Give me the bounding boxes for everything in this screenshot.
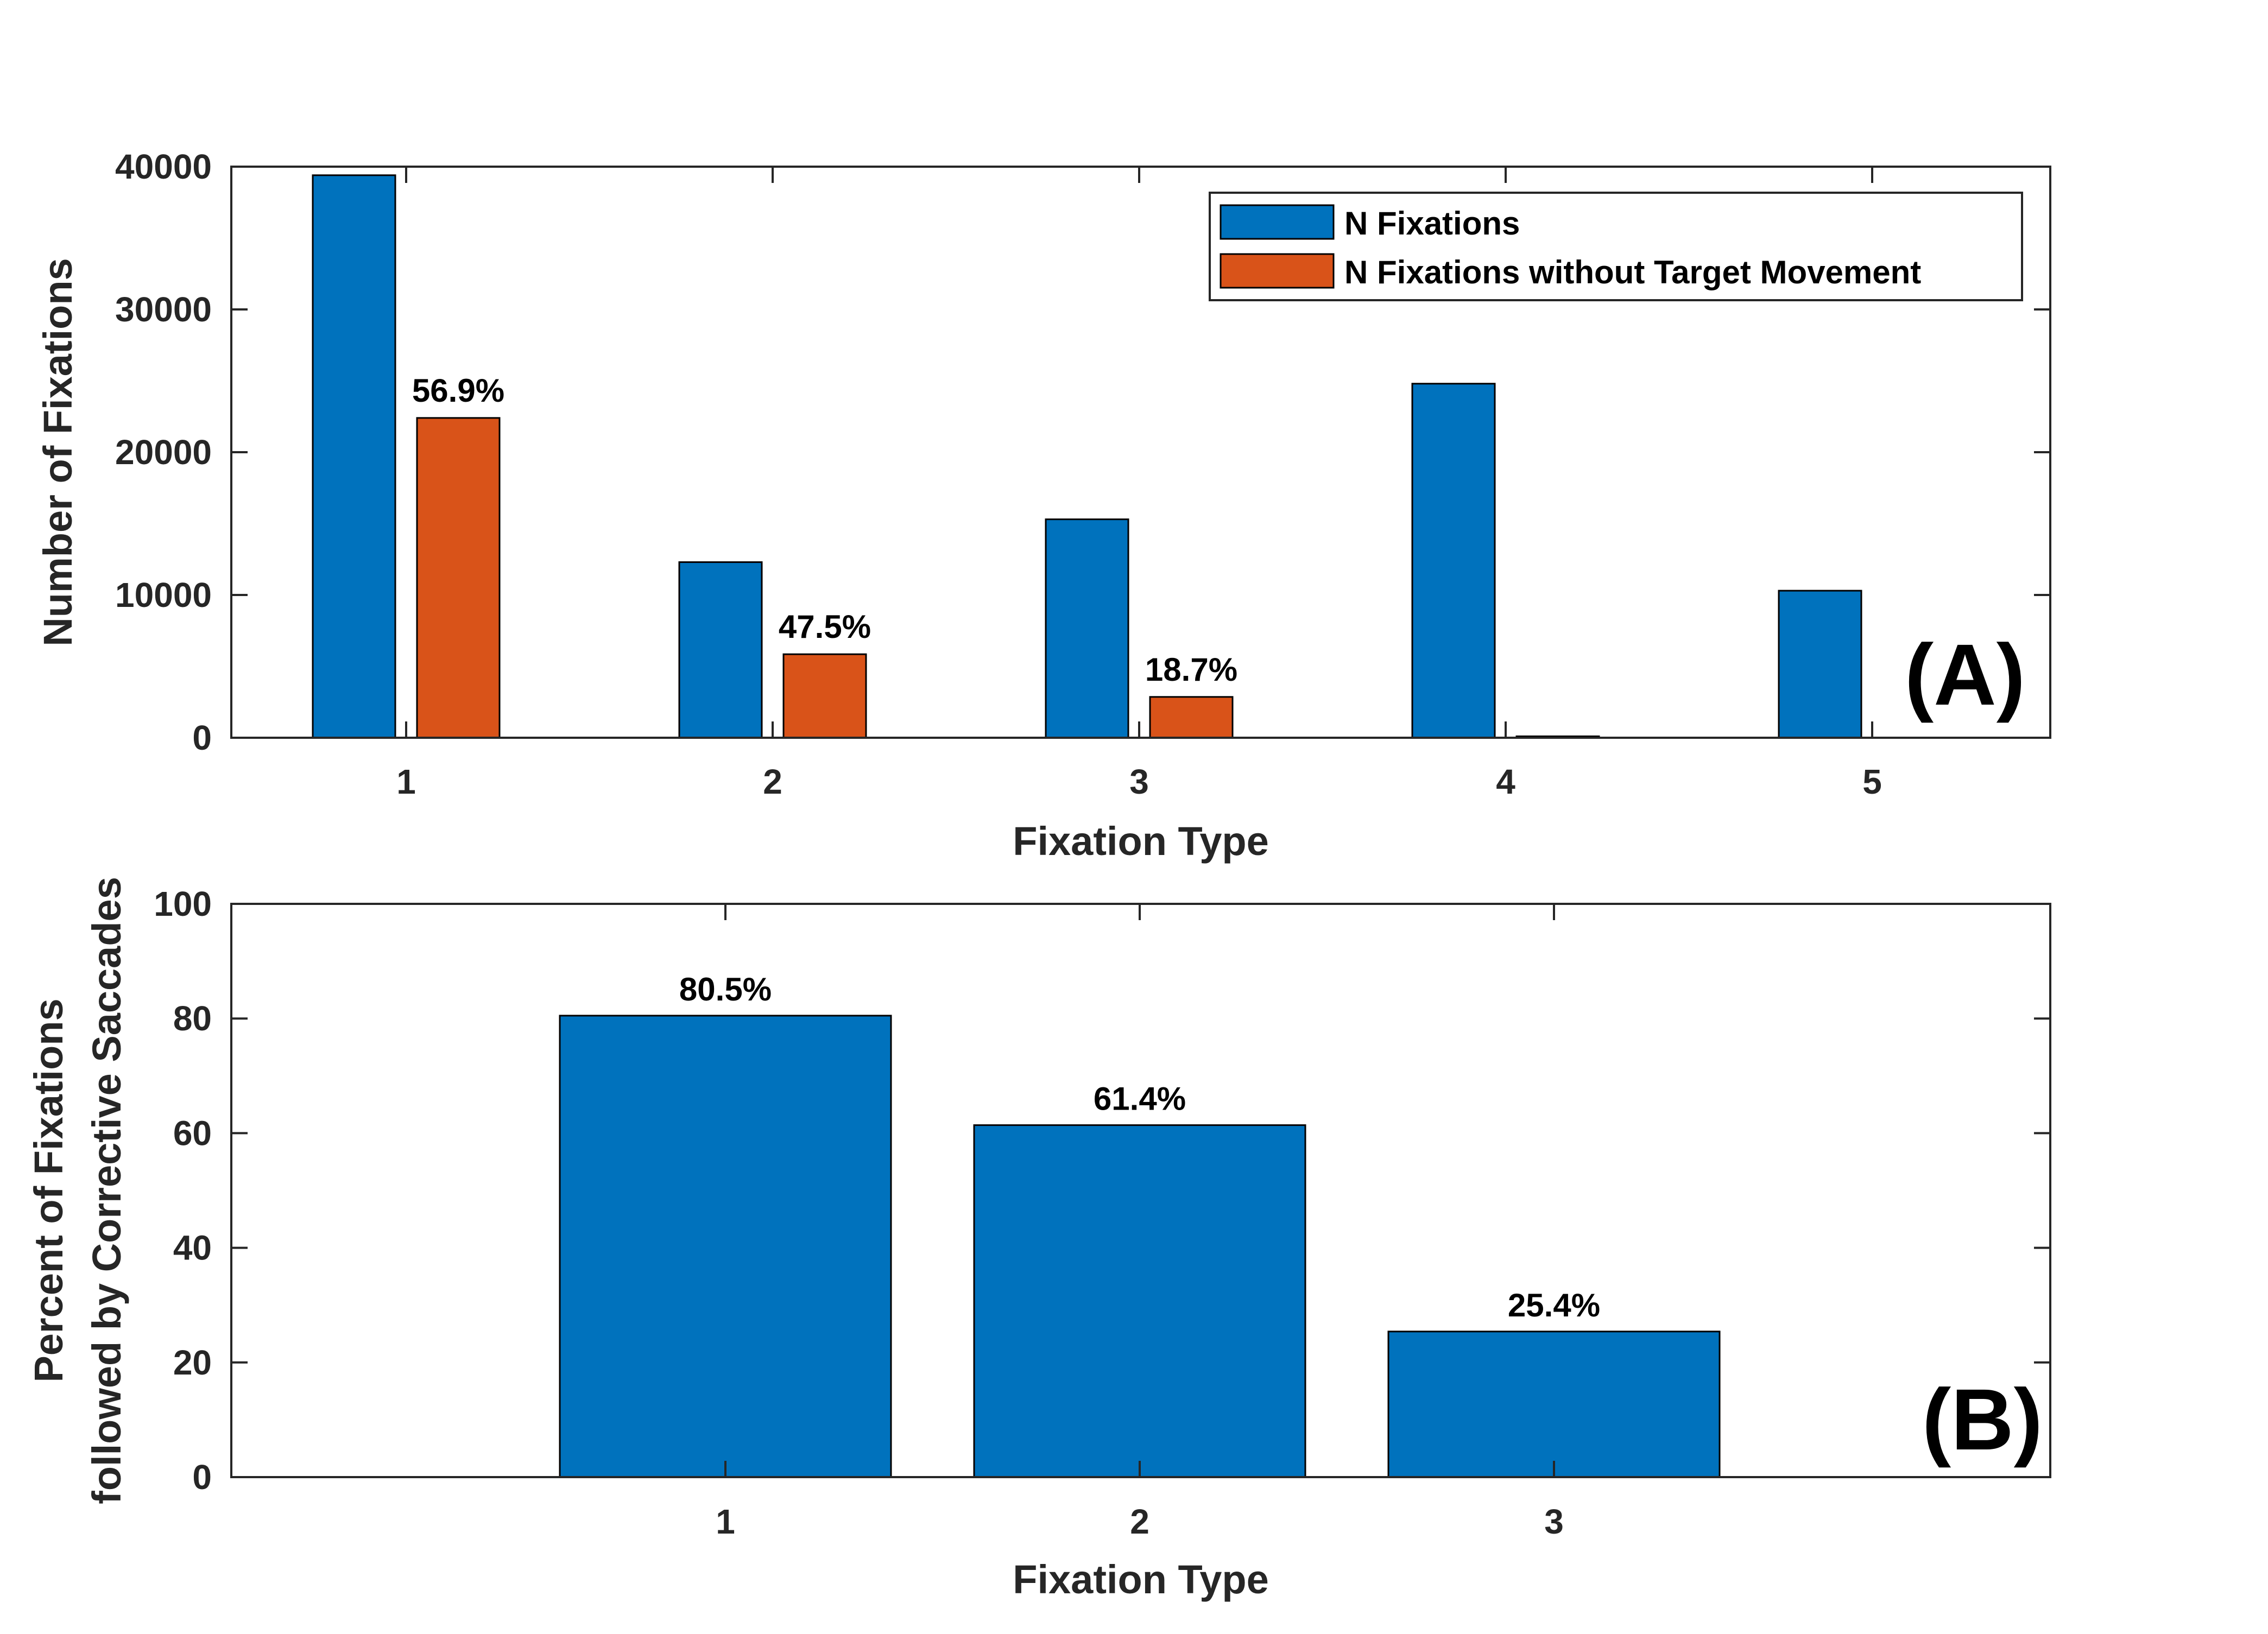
panel-b-x-tick-label-2: 2	[1130, 1502, 1149, 1541]
legend-swatch-n-fixations	[1220, 204, 1335, 240]
panel-a-x-tick-label-3: 3	[1129, 762, 1149, 801]
bar-n-fixations-type-3	[1045, 518, 1129, 739]
panel-a-label: (A)	[1905, 626, 2025, 723]
panel-a-ticks: 1 2 3 4 5 0 10000 20000 30000 40000	[115, 147, 2050, 801]
panel-b-label: (B)	[1922, 1371, 2043, 1468]
chart-panel-a: 56.9% 47.5% 18.7% 1 2 3 4 5 0 10000 20000 30000 400…	[35, 147, 2051, 864]
panel-b-bar-type-2	[973, 1124, 1306, 1478]
panel-b-y-axis-label-line-1: Percent of Fixations	[26, 998, 71, 1382]
panel-b-y-tick-label-80: 80	[173, 999, 212, 1038]
panel-b-bar-label-type-2: 61.4%	[1094, 1081, 1186, 1117]
panel-a-x-tick-label-2: 2	[763, 762, 782, 801]
chart-panel-b: 80.5% 61.4% 25.4% 1 2 3 0 20 40 60 80 100 Fixation…	[26, 877, 2051, 1602]
panel-b-bar-label-type-3: 25.4%	[1508, 1287, 1600, 1323]
panel-a-bar-label-type-1: 56.9%	[412, 372, 504, 409]
panel-a-y-tick-label-40000: 40000	[115, 147, 212, 186]
panel-b-y-tick-label-100: 100	[154, 884, 212, 923]
bar-n-fixations-without-target-movement-type-2	[782, 653, 867, 739]
panel-a-x-tick-label-4: 4	[1496, 762, 1515, 801]
bar-n-fixations-type-1	[312, 174, 396, 739]
panel-b-bar-label-type-1: 80.5%	[679, 971, 772, 1008]
bar-n-fixations-type-5	[1778, 590, 1862, 739]
legend-label-n-fixations: N Fixations	[1344, 205, 1520, 242]
panel-b-x-axis-label: Fixation Type	[1013, 1557, 1268, 1602]
legend-swatch-n-fixations-without-target-movement	[1220, 253, 1335, 289]
panel-a-y-tick-label-0: 0	[192, 718, 212, 757]
bar-n-fixations-type-2	[678, 561, 763, 739]
panel-b-x-tick-label-3: 3	[1544, 1502, 1564, 1541]
panel-a-y-axis-label: Number of Fixations	[35, 258, 80, 646]
bar-n-fixations-without-target-movement-type-3	[1149, 696, 1234, 739]
panel-a-bar-label-type-2: 47.5%	[779, 609, 871, 645]
panel-a-x-axis-label: Fixation Type	[1013, 819, 1268, 864]
bar-n-fixations-without-target-movement-type-1	[416, 417, 501, 739]
panel-a-x-tick-label-5: 5	[1862, 762, 1882, 801]
panel-b-bars: 80.5% 61.4% 25.4%	[559, 971, 1721, 1478]
panel-b-y-tick-label-40: 40	[173, 1228, 212, 1268]
panel-a-x-tick-label-1: 1	[396, 762, 416, 801]
legend-label-n-fixations-without-target-movement: N Fixations without Target Movement	[1344, 254, 1921, 290]
panel-b-bar-type-1	[559, 1015, 892, 1478]
panel-a-legend: N Fixations N Fixations without Target M…	[1209, 192, 2023, 301]
panel-b-x-tick-label-1: 1	[716, 1502, 735, 1541]
bar-n-fixations-type-4	[1411, 383, 1496, 739]
panel-b-y-tick-label-60: 60	[173, 1113, 212, 1152]
panel-b-y-tick-label-20: 20	[173, 1343, 212, 1382]
panel-b-y-tick-label-0: 0	[192, 1458, 212, 1497]
legend-box	[1209, 192, 2023, 301]
panel-b-bar-type-3	[1387, 1331, 1721, 1478]
panel-b-y-axis-label-line-2: followed by Corrective Saccades	[84, 877, 129, 1504]
panel-b-ticks: 1 2 3 0 20 40 60 80 100	[154, 884, 2050, 1541]
panel-a-y-tick-label-20000: 20000	[115, 433, 212, 472]
panel-a-bars: 56.9% 47.5% 18.7%	[312, 174, 1862, 739]
panel-a-y-tick-label-10000: 10000	[115, 575, 212, 615]
panel-a-bar-label-type-3: 18.7%	[1145, 651, 1237, 688]
panel-a-y-tick-label-30000: 30000	[115, 290, 212, 329]
